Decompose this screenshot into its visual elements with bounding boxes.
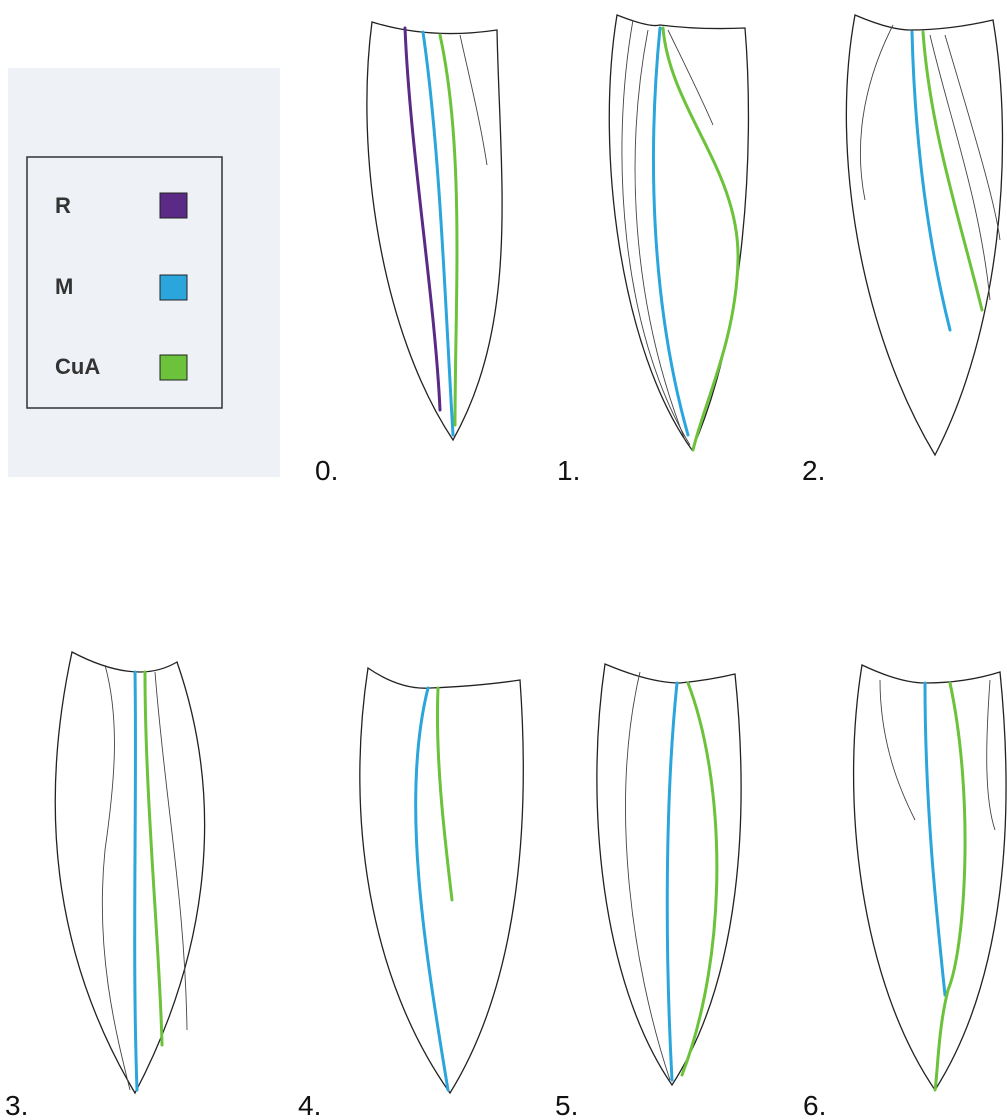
wing-outline bbox=[846, 15, 1002, 455]
minor-vein bbox=[945, 35, 1000, 240]
panel-label: 6. bbox=[803, 1090, 826, 1120]
minor-vein bbox=[930, 35, 990, 300]
wing-outline bbox=[854, 665, 1006, 1090]
wing-outline bbox=[609, 15, 748, 450]
vein bbox=[135, 672, 137, 1090]
vein bbox=[923, 32, 982, 310]
minor-vein bbox=[460, 35, 487, 165]
wing-outline bbox=[360, 668, 523, 1093]
vein bbox=[416, 688, 448, 1090]
wing bbox=[597, 664, 741, 1085]
wing bbox=[360, 668, 523, 1093]
panel-label: 3. bbox=[5, 1090, 28, 1120]
vein bbox=[925, 683, 945, 995]
vein bbox=[912, 32, 950, 330]
panel-label: 1. bbox=[557, 455, 580, 486]
wing bbox=[846, 15, 1002, 455]
legend-background bbox=[8, 68, 280, 477]
wing-venation-figure: R M CuA bbox=[0, 0, 1007, 1120]
legend-swatch bbox=[160, 193, 187, 218]
vein bbox=[653, 28, 688, 435]
wing-outline bbox=[55, 652, 204, 1093]
vein bbox=[935, 683, 965, 1090]
minor-vein bbox=[102, 665, 130, 1090]
vein bbox=[405, 28, 440, 410]
legend-swatch bbox=[160, 275, 187, 300]
wing bbox=[367, 22, 502, 440]
legend-label: M bbox=[55, 274, 73, 299]
wing-outline bbox=[367, 22, 502, 440]
minor-vein bbox=[635, 30, 685, 440]
minor-vein bbox=[860, 25, 893, 200]
panel-label: 4. bbox=[298, 1090, 321, 1120]
vein bbox=[682, 683, 717, 1075]
vein bbox=[437, 688, 452, 900]
legend-swatch bbox=[160, 355, 187, 380]
panel-label: 2. bbox=[802, 455, 825, 486]
wing bbox=[55, 652, 204, 1093]
minor-vein bbox=[626, 672, 670, 1080]
vein bbox=[145, 672, 162, 1045]
minor-vein bbox=[880, 680, 915, 820]
vein bbox=[663, 28, 738, 450]
panel-label: 0. bbox=[315, 455, 338, 486]
wing bbox=[609, 15, 748, 450]
legend-label: R bbox=[55, 193, 71, 218]
vein bbox=[667, 683, 677, 1080]
wing bbox=[854, 665, 1006, 1090]
legend-label: CuA bbox=[55, 354, 100, 379]
minor-vein bbox=[987, 680, 995, 830]
panel-label: 5. bbox=[555, 1090, 578, 1120]
